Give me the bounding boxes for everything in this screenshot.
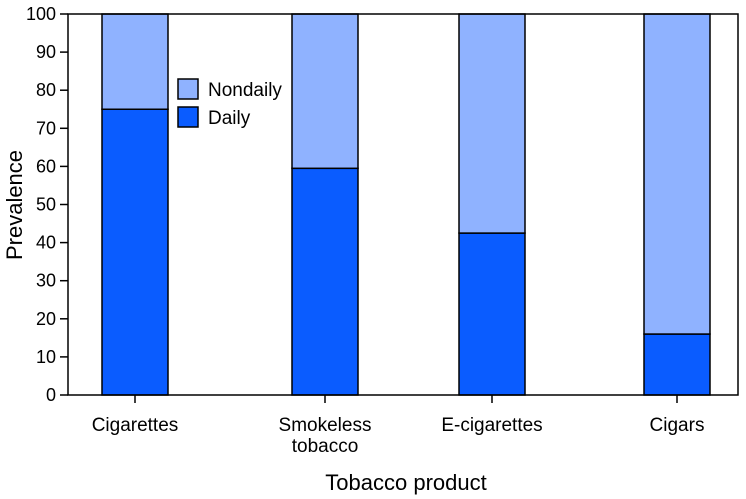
bar-nondaily-2 [458,13,526,234]
x-tick-label-2-0: E-cigarettes [441,415,542,436]
legend-swatch-nondaily [177,78,199,100]
y-tick-label-0: 0 [46,385,56,405]
x-tick-label-3-0: Cigars [650,415,705,436]
y-tick-label-20: 20 [36,309,56,329]
legend: Nondaily Daily [177,78,282,129]
x-tick-label-0-0: Cigarettes [92,415,179,436]
y-tick-label-100: 100 [26,4,56,24]
bar-nondaily-0 [101,13,169,110]
y-axis-title: Prevalence [2,150,27,260]
bar-daily-0 [101,108,169,396]
legend-label-nondaily: Nondaily [208,80,282,101]
legend-label-daily: Daily [208,108,251,129]
plot-frame [67,13,739,396]
y-axis: 0 10 20 30 40 50 60 70 80 90 100 [26,4,68,405]
y-tick-label-80: 80 [36,80,56,100]
legend-swatch-daily [177,106,199,128]
y-tick-label-30: 30 [36,271,56,291]
y-tick-label-50: 50 [36,195,56,215]
x-tick-label-1-1: tobacco [292,436,359,457]
bar-nondaily-3 [643,13,711,335]
y-tick-label-40: 40 [36,233,56,253]
y-tick-label-70: 70 [36,118,56,138]
y-tick-label-60: 60 [36,156,56,176]
y-tick-label-90: 90 [36,42,56,62]
bar-nondaily-1 [291,13,359,170]
bar-daily-1 [291,167,359,396]
y-tick-label-10: 10 [36,347,56,367]
bars-group [101,13,711,396]
x-axis-title: Tobacco product [325,470,486,495]
bar-daily-2 [458,232,526,396]
bar-daily-3 [643,333,711,396]
x-tick-label-1-0: Smokeless [279,415,372,436]
